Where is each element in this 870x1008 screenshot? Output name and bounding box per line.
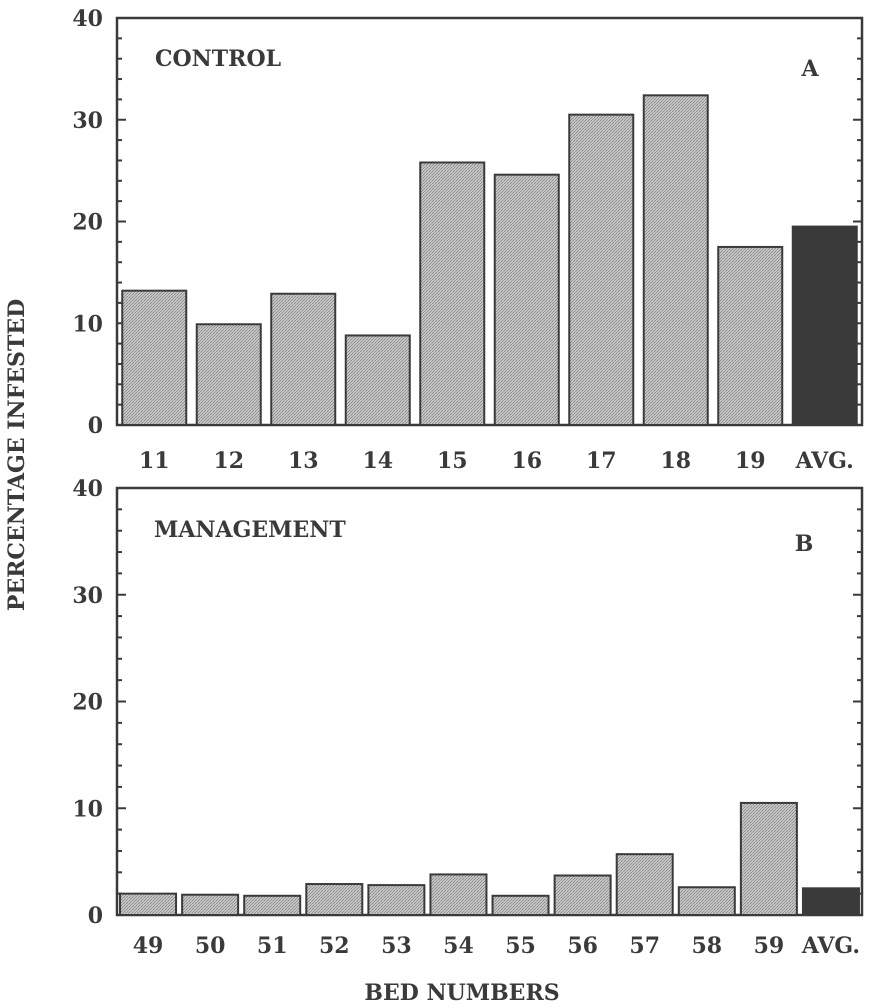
bar-b-49 — [119, 892, 178, 917]
bar-b-55 — [491, 894, 550, 916]
y-tick-label-b: 0 — [88, 903, 103, 929]
x-tick-label-b: 56 — [567, 933, 598, 959]
x-axis-title: BED NUMBERS — [364, 980, 559, 1006]
x-tick-label-b: 49 — [133, 933, 164, 959]
x-tick-label-b: AVG. — [801, 933, 860, 959]
x-tick-label-b: 55 — [505, 933, 536, 959]
bar-b-59 — [739, 801, 798, 916]
x-tick-label-b: 53 — [381, 933, 412, 959]
bar-a-14 — [344, 334, 411, 426]
bar-b-51 — [243, 894, 302, 916]
bar-b-53 — [367, 884, 426, 916]
bar-a-13 — [270, 292, 337, 426]
bar-b-57 — [615, 853, 674, 917]
x-tick-label-b: 50 — [195, 933, 226, 959]
panel-title-b: MANAGEMENT — [154, 517, 346, 543]
x-tick-label-b: 51 — [257, 933, 288, 959]
avg-bar-a-avg — [791, 225, 858, 426]
y-tick-label-a: 10 — [72, 311, 103, 337]
y-tick-label-b: 20 — [72, 690, 103, 716]
x-tick-label-b: 57 — [629, 933, 660, 959]
y-axis-title: PERCENTAGE INFESTED — [4, 299, 30, 611]
bar-b-50 — [181, 893, 240, 917]
bar-b-56 — [553, 874, 612, 917]
bar-a-18 — [642, 94, 709, 427]
x-tick-label-a: 12 — [213, 448, 244, 474]
x-tick-label-b: 58 — [691, 933, 722, 959]
bar-b-52 — [305, 883, 364, 916]
x-tick-label-b: 52 — [319, 933, 350, 959]
x-tick-label-b: 59 — [754, 933, 785, 959]
bar-b-54 — [429, 873, 488, 916]
bar-a-12 — [195, 323, 262, 426]
y-tick-label-a: 30 — [72, 108, 103, 134]
chart-panel-b: 0 10 20 30 40 49 50 51 52 53 54 55 56 57 58 59 AVG. MANAG… — [72, 476, 864, 959]
x-tick-label-a: 15 — [437, 448, 468, 474]
y-tick-label-a: 40 — [72, 6, 103, 32]
bar-a-11 — [121, 289, 188, 426]
chart-panel-a: 0 10 20 30 40 11 12 13 14 15 16 17 18 19 AVG. CONTROL A — [72, 6, 864, 474]
bar-a-17 — [568, 113, 635, 426]
avg-bar-b-avg — [801, 887, 860, 916]
bar-a-16 — [493, 173, 560, 426]
y-tick-label-b: 40 — [72, 476, 103, 502]
x-tick-label-a: 14 — [362, 448, 393, 474]
panel-title-a: CONTROL — [155, 46, 281, 72]
y-tick-label-b: 30 — [72, 583, 103, 609]
x-tick-label-a: 17 — [586, 448, 617, 474]
panel-letter-b: B — [795, 531, 814, 557]
bar-a-15 — [419, 161, 486, 427]
x-tick-label-a: 19 — [735, 448, 766, 474]
x-tick-label-a: AVG. — [795, 448, 854, 474]
y-tick-label-b: 10 — [72, 796, 103, 822]
bar-a-19 — [717, 245, 784, 426]
x-tick-label-a: 13 — [288, 448, 319, 474]
y-tick-label-a: 20 — [72, 210, 103, 236]
x-tick-label-b: 54 — [443, 933, 474, 959]
x-tick-label-a: 11 — [139, 448, 170, 474]
x-tick-label-a: 18 — [660, 448, 691, 474]
bar-b-58 — [677, 886, 736, 916]
panel-letter-a: A — [800, 56, 819, 82]
y-tick-label-a: 0 — [88, 413, 103, 439]
x-tick-label-a: 16 — [511, 448, 542, 474]
